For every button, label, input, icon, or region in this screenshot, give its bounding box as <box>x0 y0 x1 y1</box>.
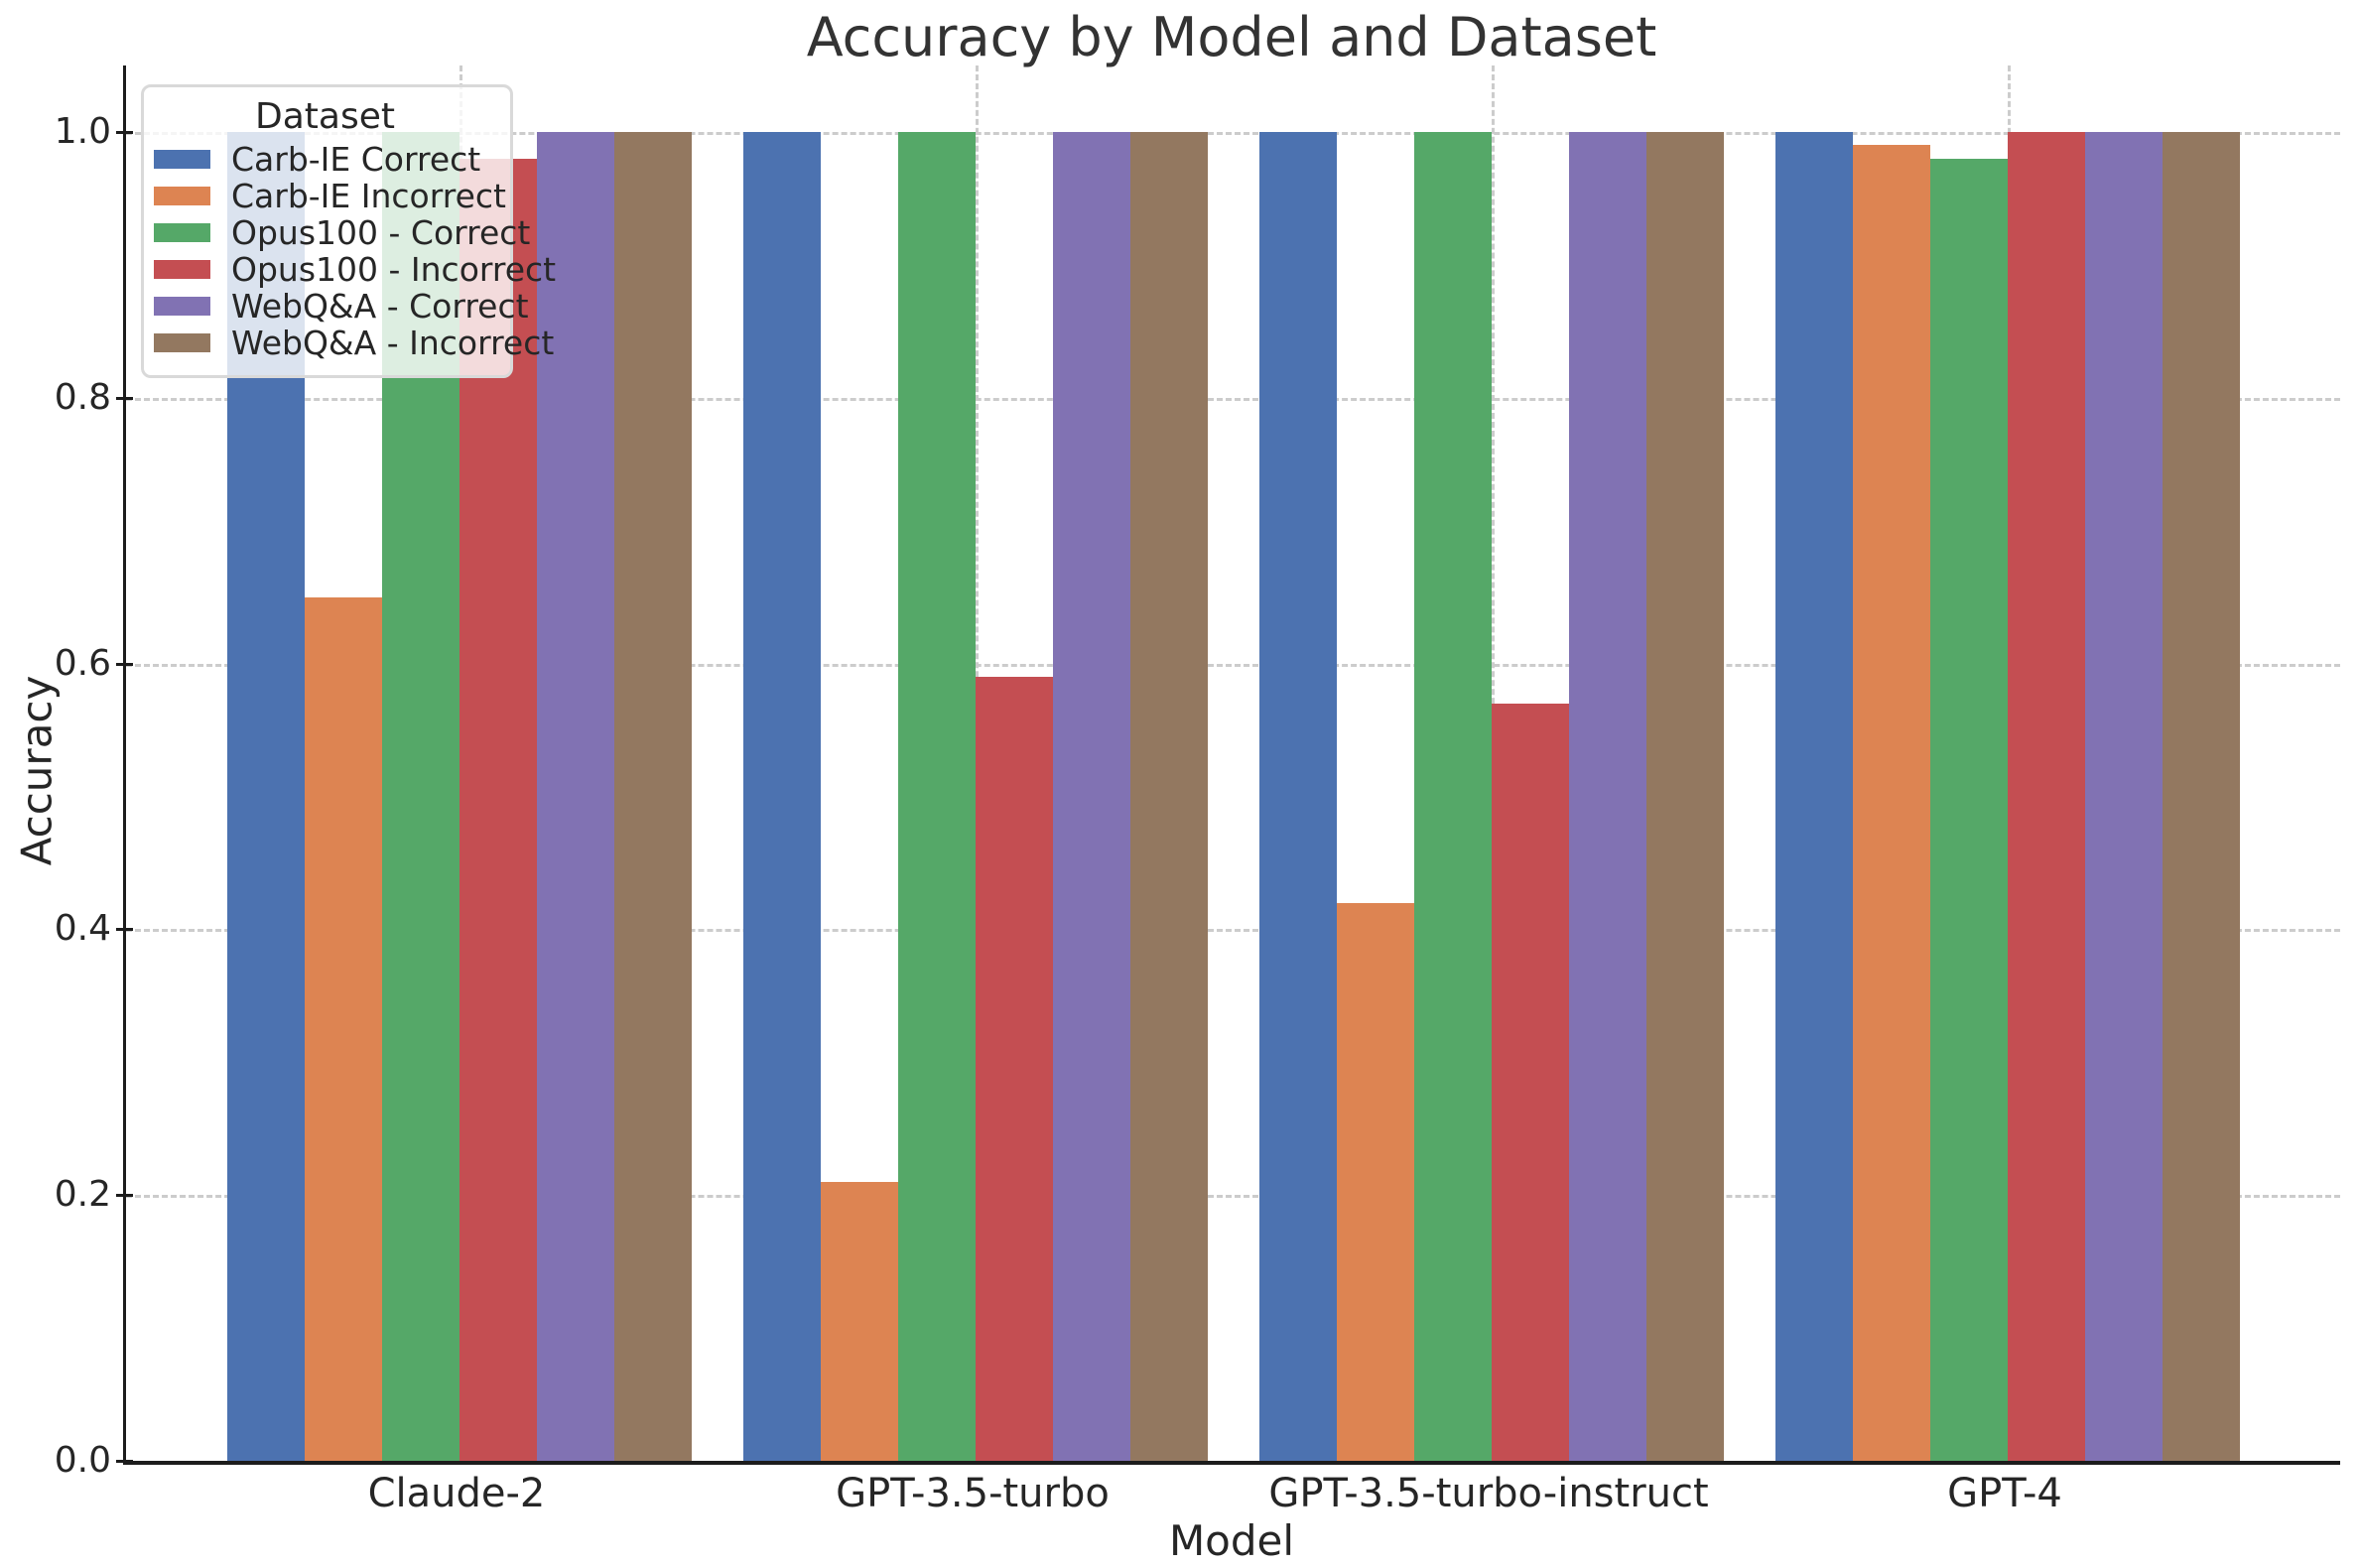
y-tick-label: 0.4 <box>54 908 111 950</box>
bar-GPT-4-Opus100 - Correct <box>1930 158 2008 1461</box>
y-tick-mark <box>116 1460 133 1463</box>
bar-GPT-4-Opus100 - Incorrect <box>2008 131 2085 1461</box>
legend-row: Opus100 - Incorrect <box>154 250 556 289</box>
bar-GPT-4-Carb-IE Incorrect <box>1853 145 1930 1461</box>
legend-swatch-icon <box>154 333 210 352</box>
bar-GPT-3.5-turbo-WebQ&A - Incorrect <box>1130 131 1208 1461</box>
bar-GPT-3.5-turbo-Carb-IE Correct <box>743 131 821 1461</box>
bar-GPT-3.5-turbo-instruct-Opus100 - Incorrect <box>1492 703 1569 1461</box>
h-gridline-0.6 <box>126 663 2340 667</box>
legend-label: Carb-IE Correct <box>231 140 481 179</box>
legend-row: WebQ&A - Correct <box>154 287 529 326</box>
legend-swatch-icon <box>154 150 210 169</box>
legend-row: Carb-IE Correct <box>154 140 496 179</box>
legend-swatch-icon <box>154 297 210 316</box>
y-tick-labels: 0.0 0.2 0.4 0.6 0.8 1.0 <box>0 0 111 1568</box>
h-gridline-1.0 <box>126 131 2340 135</box>
bar-GPT-3.5-turbo-Opus100 - Correct <box>898 131 976 1461</box>
h-gridline-0.8 <box>126 397 2340 401</box>
y-tick-label: 0.6 <box>54 642 111 684</box>
y-tick-mark <box>116 396 133 400</box>
legend-label: Opus100 - Incorrect <box>231 250 557 289</box>
legend-row: Carb-IE Incorrect <box>154 177 506 215</box>
bar-GPT-3.5-turbo-instruct-Opus100 - Correct <box>1414 131 1492 1461</box>
bar-Claude-2-WebQ&A - Incorrect <box>614 131 692 1461</box>
bar-GPT-3.5-turbo-instruct-Carb-IE Correct <box>1259 131 1337 1461</box>
bar-GPT-3.5-turbo-Carb-IE Incorrect <box>821 1181 898 1461</box>
x-axis-label: Model <box>1168 1516 1295 1565</box>
legend-row: Opus100 - Correct <box>154 213 530 252</box>
legend-row: WebQ&A - Incorrect <box>154 324 554 362</box>
legend-label: Opus100 - Correct <box>231 213 531 252</box>
bar-GPT-3.5-turbo-WebQ&A - Correct <box>1053 131 1130 1461</box>
y-tick-mark <box>116 1194 133 1198</box>
bar-Claude-2-Carb-IE Incorrect <box>305 596 382 1461</box>
y-tick-mark <box>116 130 133 134</box>
legend: Dataset Carb-IE Correct Carb-IE Incorrect… <box>141 84 556 378</box>
y-tick-label: 0.8 <box>54 376 111 418</box>
bar-GPT-3.5-turbo-Opus100 - Incorrect <box>976 676 1053 1461</box>
bar-GPT-3.5-turbo-instruct-Carb-IE Incorrect <box>1337 902 1414 1461</box>
legend-title: Dataset <box>255 96 395 137</box>
h-gridline-0.2 <box>126 1195 2340 1199</box>
legend-label: WebQ&A - Correct <box>231 287 529 326</box>
legend-items: Carb-IE Correct Carb-IE Incorrect Opus100 … <box>154 140 556 362</box>
legend-swatch-icon <box>154 260 210 279</box>
x-tick-label-GPT-3.5-turbo-instruct: GPT-3.5-turbo-instruct <box>1268 1471 1709 1516</box>
x-tick-label-GPT-4: GPT-4 <box>1947 1471 2062 1516</box>
bar-GPT-4-WebQ&A - Correct <box>2085 131 2163 1461</box>
chart-title: Accuracy by Model and Dataset <box>806 6 1657 68</box>
x-tick-label-Claude-2: Claude-2 <box>367 1471 546 1516</box>
bar-GPT-4-Carb-IE Correct <box>1775 131 1853 1461</box>
bar-Claude-2-WebQ&A - Correct <box>537 131 614 1461</box>
x-tick-label-GPT-3.5-turbo: GPT-3.5-turbo <box>836 1471 1110 1516</box>
h-gridline-0.4 <box>126 929 2340 933</box>
y-tick-label: 0.2 <box>54 1174 111 1216</box>
bar-GPT-3.5-turbo-instruct-WebQ&A - Correct <box>1569 131 1646 1461</box>
bar-GPT-3.5-turbo-instruct-WebQ&A - Incorrect <box>1646 131 1724 1461</box>
y-tick-label: 0.0 <box>54 1440 111 1481</box>
y-tick-label: 1.0 <box>54 110 111 152</box>
legend-label: WebQ&A - Incorrect <box>231 324 555 362</box>
legend-swatch-icon <box>154 187 210 205</box>
bar-GPT-4-WebQ&A - Incorrect <box>2163 131 2240 1461</box>
y-tick-mark <box>116 662 133 666</box>
y-tick-mark <box>116 928 133 932</box>
legend-label: Carb-IE Incorrect <box>231 177 506 215</box>
legend-swatch-icon <box>154 223 210 242</box>
plot-area: Dataset Carb-IE Correct Carb-IE Incorrect… <box>116 65 2340 1465</box>
